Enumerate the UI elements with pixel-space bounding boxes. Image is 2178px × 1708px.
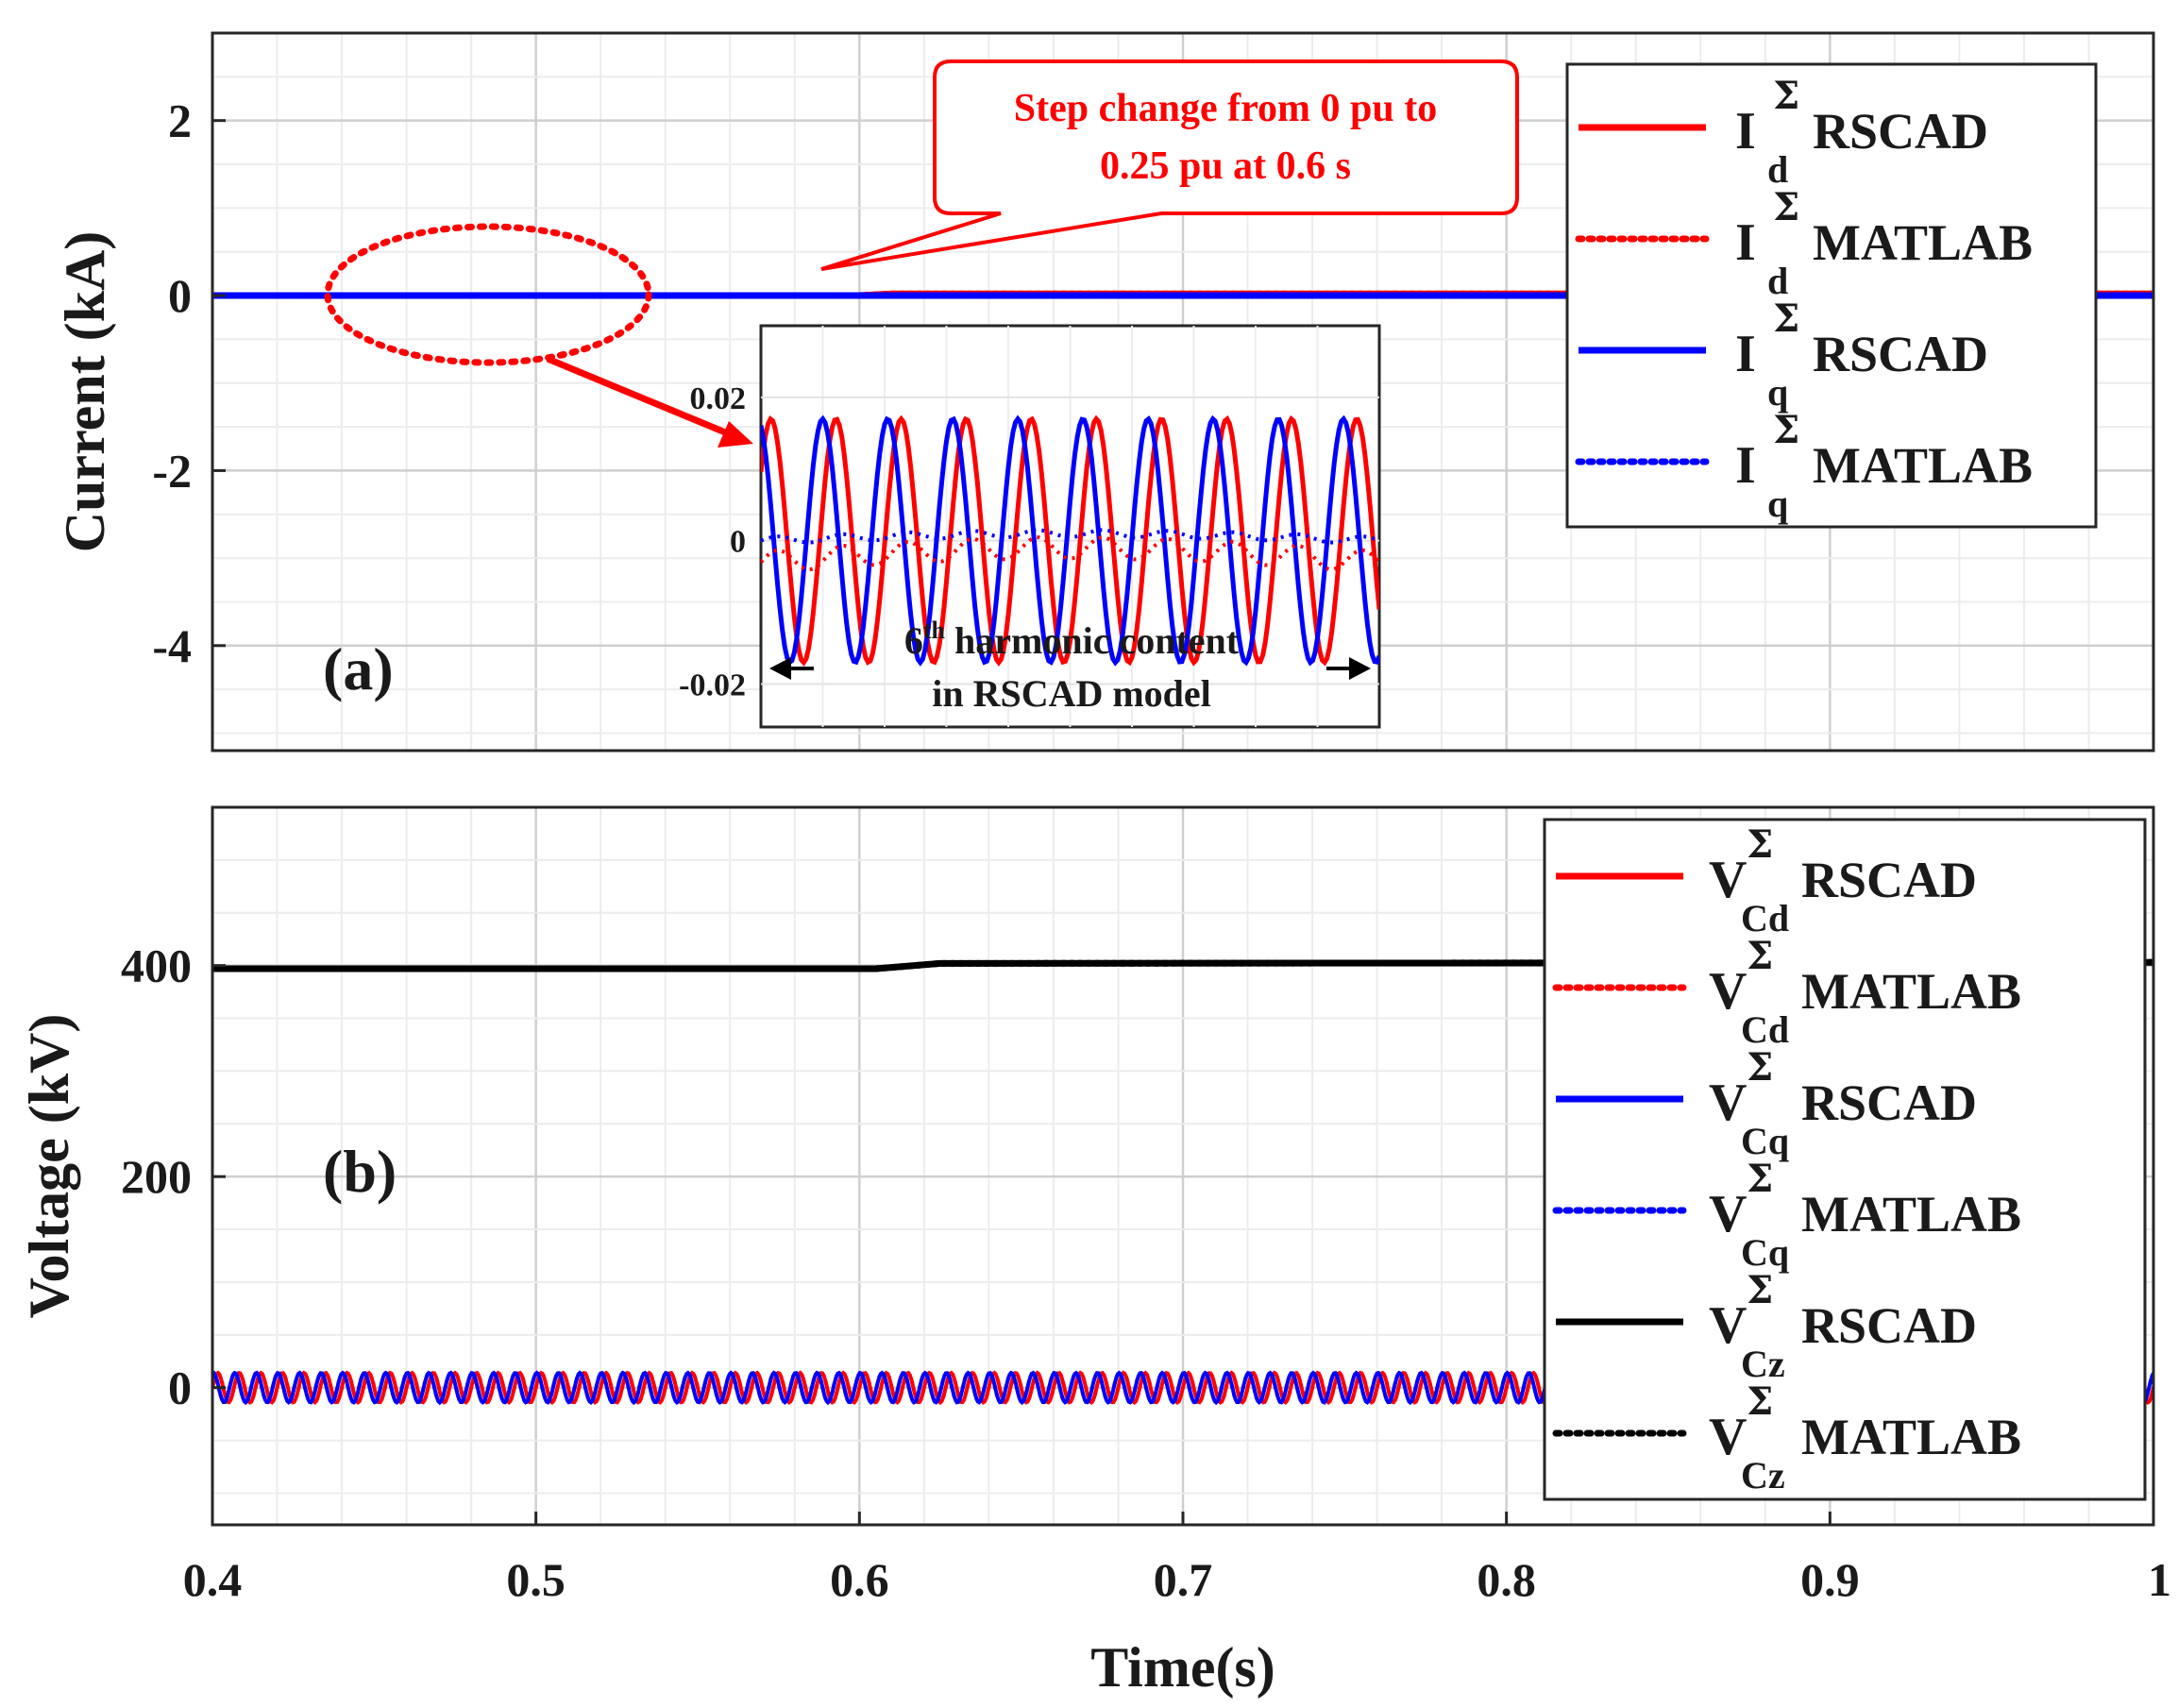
legend-symbol: I: [1735, 102, 1756, 161]
inset-wave-iq-rscad: [761, 414, 1379, 667]
legend-subscript: q: [1767, 371, 1788, 414]
legend-superscript: Σ: [1747, 1045, 1773, 1090]
panel-a-y-ticks: 2 0 -2 -4: [152, 94, 226, 672]
inset-y-tick-label: 0: [730, 525, 746, 560]
panel-b-y-ticks: 400 200 0: [121, 939, 226, 1414]
legend-label: MATLAB: [1813, 437, 2033, 494]
legend-superscript: Σ: [1747, 822, 1773, 867]
panel-b-label: (b): [323, 1138, 397, 1205]
legend-label: RSCAD: [1813, 103, 1988, 160]
y-tick-label: 200: [121, 1150, 192, 1203]
inset-note-line-1: 6th harmonic content: [904, 617, 1240, 662]
legend-subscript: Cq: [1741, 1120, 1789, 1162]
panel-a-label: (a): [323, 635, 394, 702]
y-tick-label: 400: [121, 939, 192, 992]
x-axis-ticks: 0.4 0.5 0.6 0.7 0.8 0.9 1: [183, 1512, 2171, 1606]
panel-a-ylabel: Current (kA): [54, 231, 116, 553]
y-tick-label: -4: [152, 619, 192, 672]
inset-y-tick-label: -0.02: [679, 668, 746, 702]
legend-label: MATLAB: [1801, 1186, 2021, 1243]
legend-subscript: Cz: [1741, 1343, 1785, 1385]
y-tick-label: 2: [168, 94, 192, 147]
x-tick-label: 0.4: [183, 1553, 243, 1606]
legend-label: MATLAB: [1801, 1409, 2021, 1465]
legend-subscript: Cd: [1741, 897, 1789, 939]
inset-wave-id-rscad: [761, 414, 1379, 667]
legend-label: RSCAD: [1801, 852, 1977, 908]
x-tick-label: 0.6: [830, 1553, 889, 1606]
inset-y-ticks: 0.02 0 -0.02: [679, 381, 746, 703]
legend-label: RSCAD: [1801, 1074, 1977, 1131]
legend-subscript: q: [1767, 482, 1788, 525]
legend-label: MATLAB: [1813, 214, 2033, 271]
panel-a: 2 0 -2 -4 Current (kA) (a) Step change from…: [54, 31, 2155, 753]
x-tick-label: 1: [2148, 1553, 2171, 1606]
inset-zoom: 0.02 0 -0.02 6th harmonic content in RSCAD…: [679, 324, 1381, 729]
legend-superscript: Σ: [1773, 74, 1799, 118]
legend-symbol: I: [1735, 325, 1756, 383]
legend-subscript: Cz: [1741, 1454, 1785, 1497]
legend-symbol: I: [1735, 436, 1756, 495]
legend-symbol: V: [1709, 962, 1747, 1021]
legend-symbol: V: [1709, 1296, 1747, 1355]
inset-left-arrow-head: [769, 657, 791, 680]
legend-symbol: V: [1709, 1074, 1747, 1132]
highlight-arrow: [546, 355, 736, 440]
x-tick-label: 0.9: [1800, 1553, 1860, 1606]
callout-line-2: 0.25 pu at 0.6 s: [1100, 144, 1351, 188]
inset-wave-id-matlab: [761, 535, 1379, 572]
highlight-ellipse: [324, 223, 652, 366]
legend-superscript: Σ: [1773, 185, 1799, 229]
step-change-callout: Step change from 0 pu to 0.25 pu at 0.6 …: [820, 59, 1519, 271]
legend-superscript: Σ: [1747, 1268, 1773, 1312]
legend-label: MATLAB: [1801, 963, 2021, 1020]
legend-symbol: V: [1709, 1185, 1747, 1243]
legend-label: RSCAD: [1801, 1297, 1977, 1354]
inset-right-arrow-head: [1349, 657, 1371, 680]
legend-subscript: d: [1767, 260, 1788, 302]
legend-superscript: Σ: [1747, 934, 1773, 978]
legend-superscript: Σ: [1773, 296, 1799, 341]
x-tick-label: 0.8: [1477, 1553, 1536, 1606]
legend-symbol: V: [1709, 1408, 1747, 1466]
inset-y-tick-label: 0.02: [690, 381, 747, 416]
inset-note-num: 6: [904, 619, 923, 662]
inset-series: [761, 414, 1379, 667]
inset-note-sup: th: [923, 617, 946, 644]
panel-a-legend-box: [1565, 62, 2098, 529]
legend-subscript: Cq: [1741, 1231, 1789, 1274]
x-tick-label: 0.7: [1154, 1553, 1213, 1606]
y-tick-label: -2: [152, 444, 192, 497]
legend-superscript: Σ: [1747, 1379, 1773, 1424]
legend-label: RSCAD: [1813, 326, 1988, 382]
y-tick-label: 0: [168, 269, 192, 322]
x-tick-label: 0.5: [506, 1553, 566, 1606]
legend-superscript: Σ: [1747, 1157, 1773, 1201]
legend-symbol: I: [1735, 213, 1756, 272]
legend-subscript: Cd: [1741, 1008, 1789, 1051]
legend-symbol: V: [1709, 851, 1747, 909]
panel-b-legend: VΣCdRSCADVΣCdMATLABVΣCqRSCADVΣCqMATLABVΣ…: [1543, 818, 2147, 1501]
y-tick-label: 0: [168, 1361, 192, 1414]
highlight-arrow-head: [718, 421, 753, 448]
x-axis-label: Time(s): [1090, 1636, 1275, 1699]
legend-subscript: d: [1767, 148, 1788, 191]
panel-a-frame: [211, 31, 2155, 753]
inset-note-line-2: in RSCAD model: [932, 672, 1211, 715]
panel-b-ylabel: Voltage (kV): [18, 1014, 80, 1319]
legend-superscript: Σ: [1773, 408, 1799, 452]
callout-line-1: Step change from 0 pu to: [1014, 87, 1437, 130]
panel-b: 400 200 0 0.4 0.5 0.6 0.7 0.8 0.9 1 Voltage (kV)…: [18, 805, 2171, 1699]
panel-b-legend-box: [1543, 818, 2147, 1501]
inset-note-rest: harmonic content: [945, 619, 1240, 662]
